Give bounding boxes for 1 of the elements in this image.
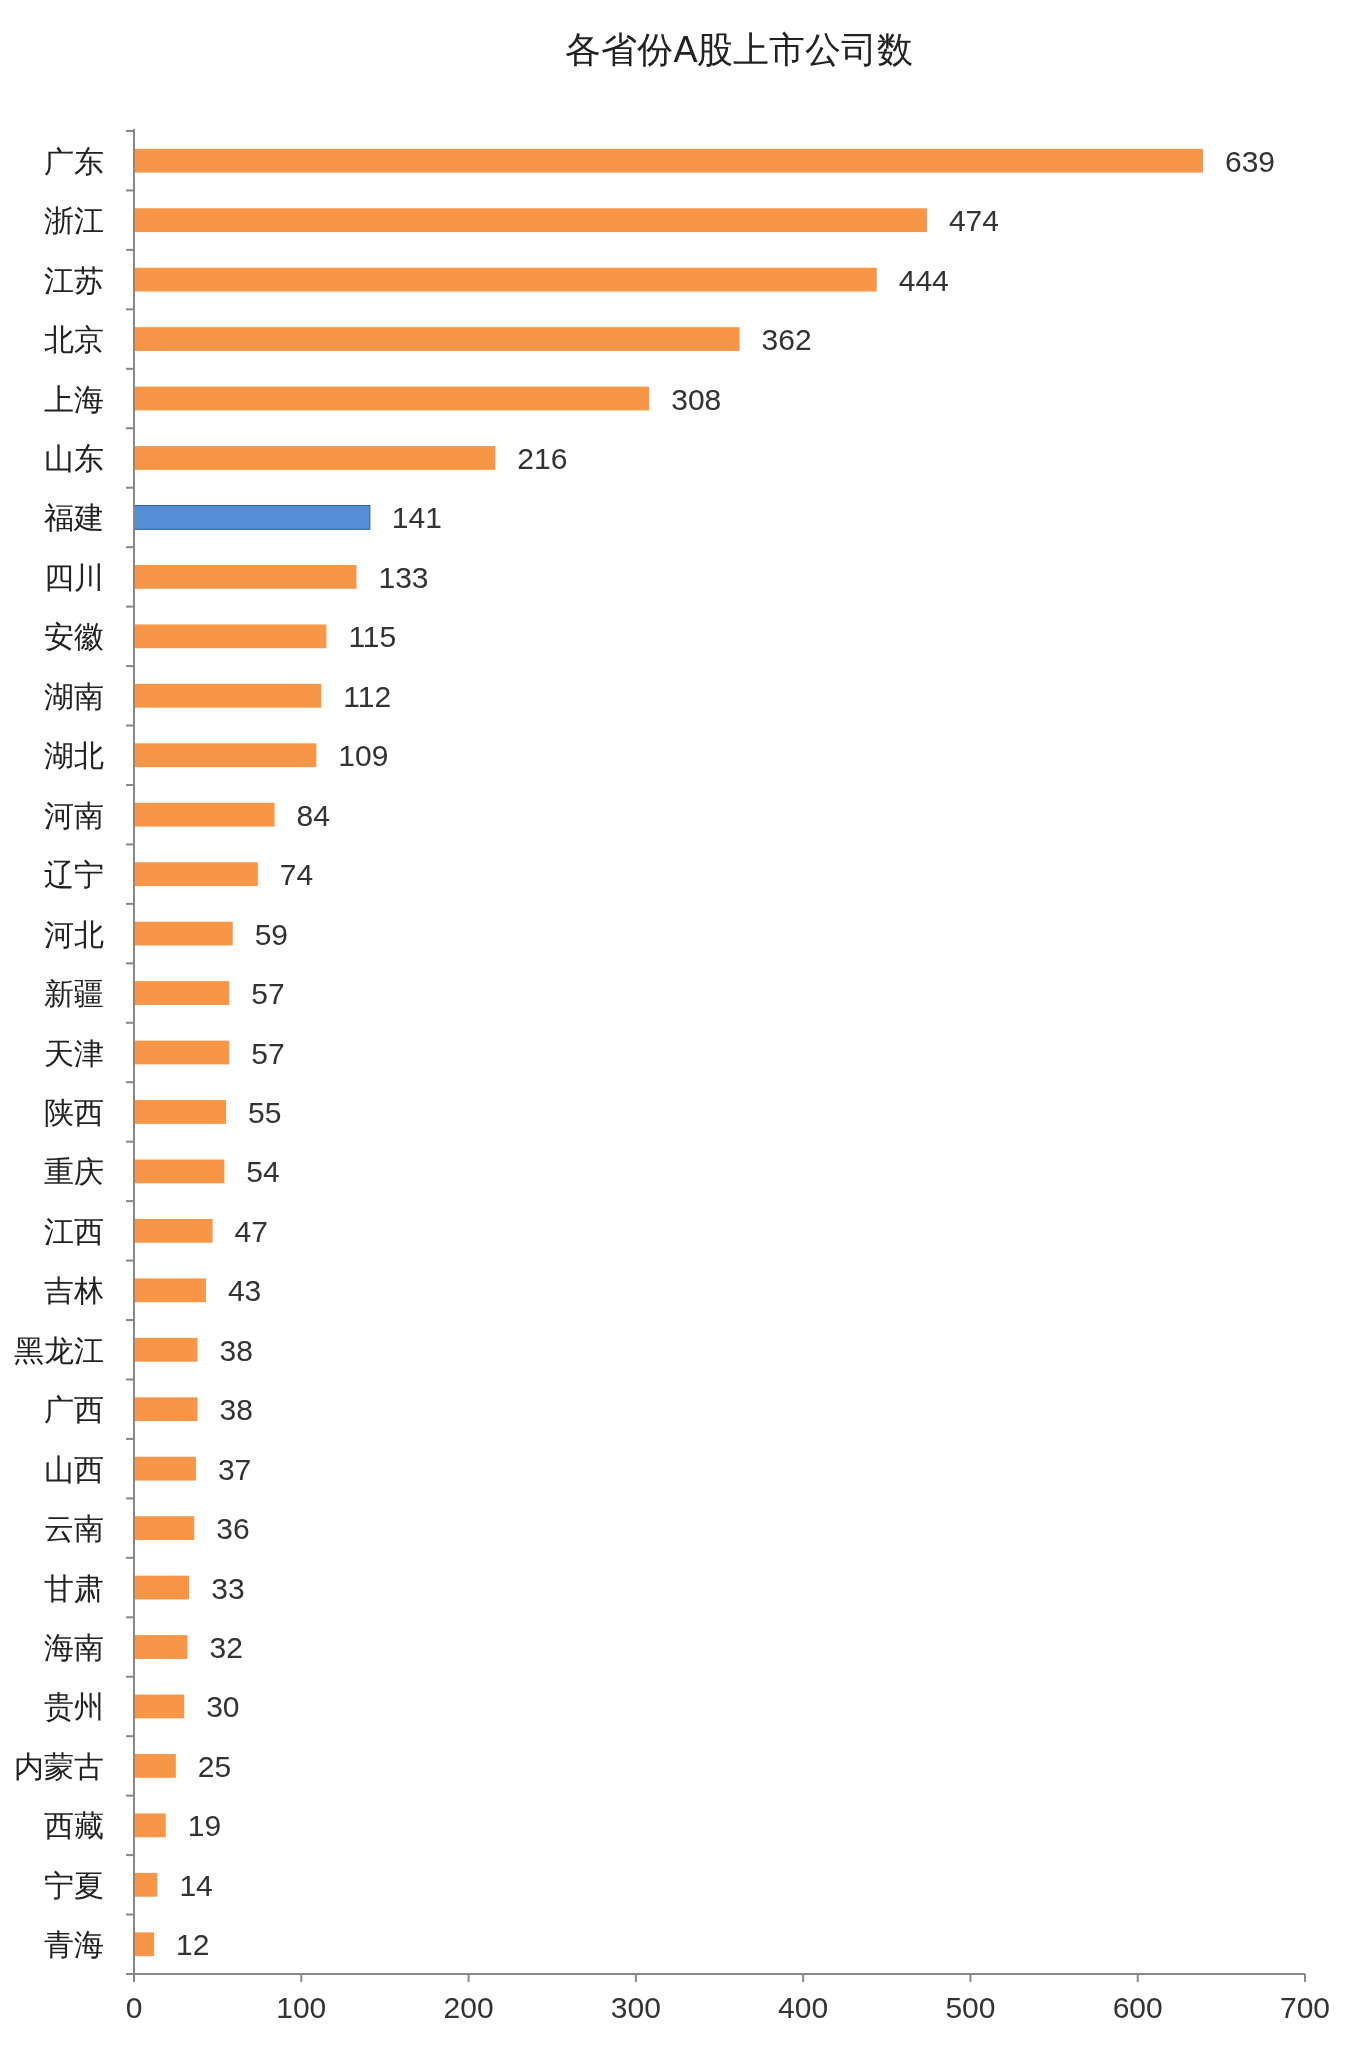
title: 各省份A股上市公司数 [565,29,914,70]
